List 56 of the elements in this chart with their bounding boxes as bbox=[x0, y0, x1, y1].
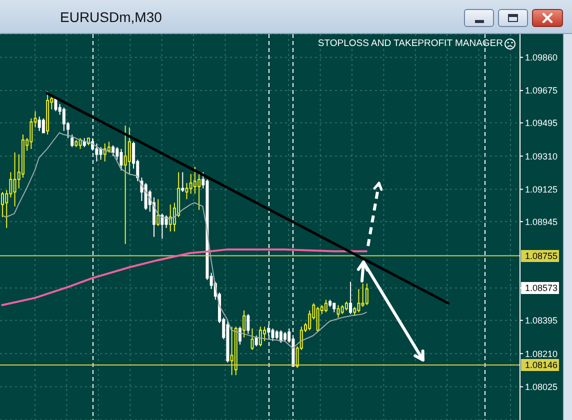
candlestick bbox=[250, 328, 254, 350]
candlestick bbox=[128, 126, 131, 175]
candlestick bbox=[357, 288, 360, 313]
candlestick bbox=[38, 116, 41, 132]
candlestick bbox=[185, 182, 188, 200]
candlestick bbox=[70, 134, 74, 148]
candlestick bbox=[144, 182, 148, 210]
candlestick bbox=[168, 204, 172, 232]
candlestick bbox=[112, 144, 115, 157]
y-tick-label: 1.09860 bbox=[525, 52, 558, 63]
candlestick bbox=[336, 304, 340, 318]
y-tick-label: 1.09125 bbox=[525, 184, 558, 194]
y-tick-label: 1.08210 bbox=[525, 348, 558, 359]
candlestick bbox=[42, 118, 45, 134]
candlestick bbox=[181, 172, 184, 192]
candlestick bbox=[193, 166, 196, 194]
candlestick bbox=[107, 141, 110, 153]
y-tick-label: 1.09675 bbox=[525, 86, 558, 96]
candlestick bbox=[316, 306, 320, 333]
candlestick bbox=[156, 198, 160, 227]
candlestick bbox=[246, 314, 250, 334]
candlestick bbox=[99, 146, 102, 160]
candlestick bbox=[263, 326, 266, 342]
line-series bbox=[1, 248, 368, 306]
candlestick bbox=[103, 143, 106, 162]
annotation: STOPLOSS AND TAKEPROFIT MANAGER bbox=[318, 38, 503, 50]
y-tick-label: 1.08945 bbox=[525, 216, 558, 227]
candlestick bbox=[324, 299, 328, 313]
candlestick bbox=[189, 174, 192, 194]
candlestick bbox=[198, 174, 201, 210]
chart-title: EURUSDm,M30 bbox=[60, 9, 162, 25]
candlestick bbox=[62, 107, 66, 132]
candlestick bbox=[361, 283, 364, 308]
ref-line-label: 1.08755 bbox=[521, 250, 559, 262]
y-tick-label: 1.08025 bbox=[525, 382, 558, 392]
annotation: 1.08573 bbox=[521, 282, 559, 294]
candlestick bbox=[365, 283, 368, 306]
candlestick bbox=[124, 125, 127, 245]
candlestick bbox=[13, 152, 16, 207]
candlestick bbox=[160, 213, 164, 240]
y-tick-label: 1.09310 bbox=[525, 151, 558, 162]
candlestick bbox=[254, 335, 258, 347]
ref-line-label: 1.08146 bbox=[521, 359, 559, 372]
candlestick bbox=[78, 138, 82, 150]
line-series bbox=[2, 132, 367, 349]
candlestick bbox=[230, 326, 234, 376]
candlestick bbox=[120, 148, 123, 171]
candlestick bbox=[242, 310, 246, 338]
y-tick-label: 1.08395 bbox=[525, 316, 558, 326]
candlestick bbox=[349, 281, 352, 315]
candlestick bbox=[279, 330, 282, 344]
candlestick bbox=[164, 214, 168, 228]
candlestick bbox=[258, 326, 262, 347]
candlestick bbox=[238, 326, 242, 346]
candlestick bbox=[30, 118, 33, 150]
y-tick-label: 1.09495 bbox=[525, 118, 558, 128]
